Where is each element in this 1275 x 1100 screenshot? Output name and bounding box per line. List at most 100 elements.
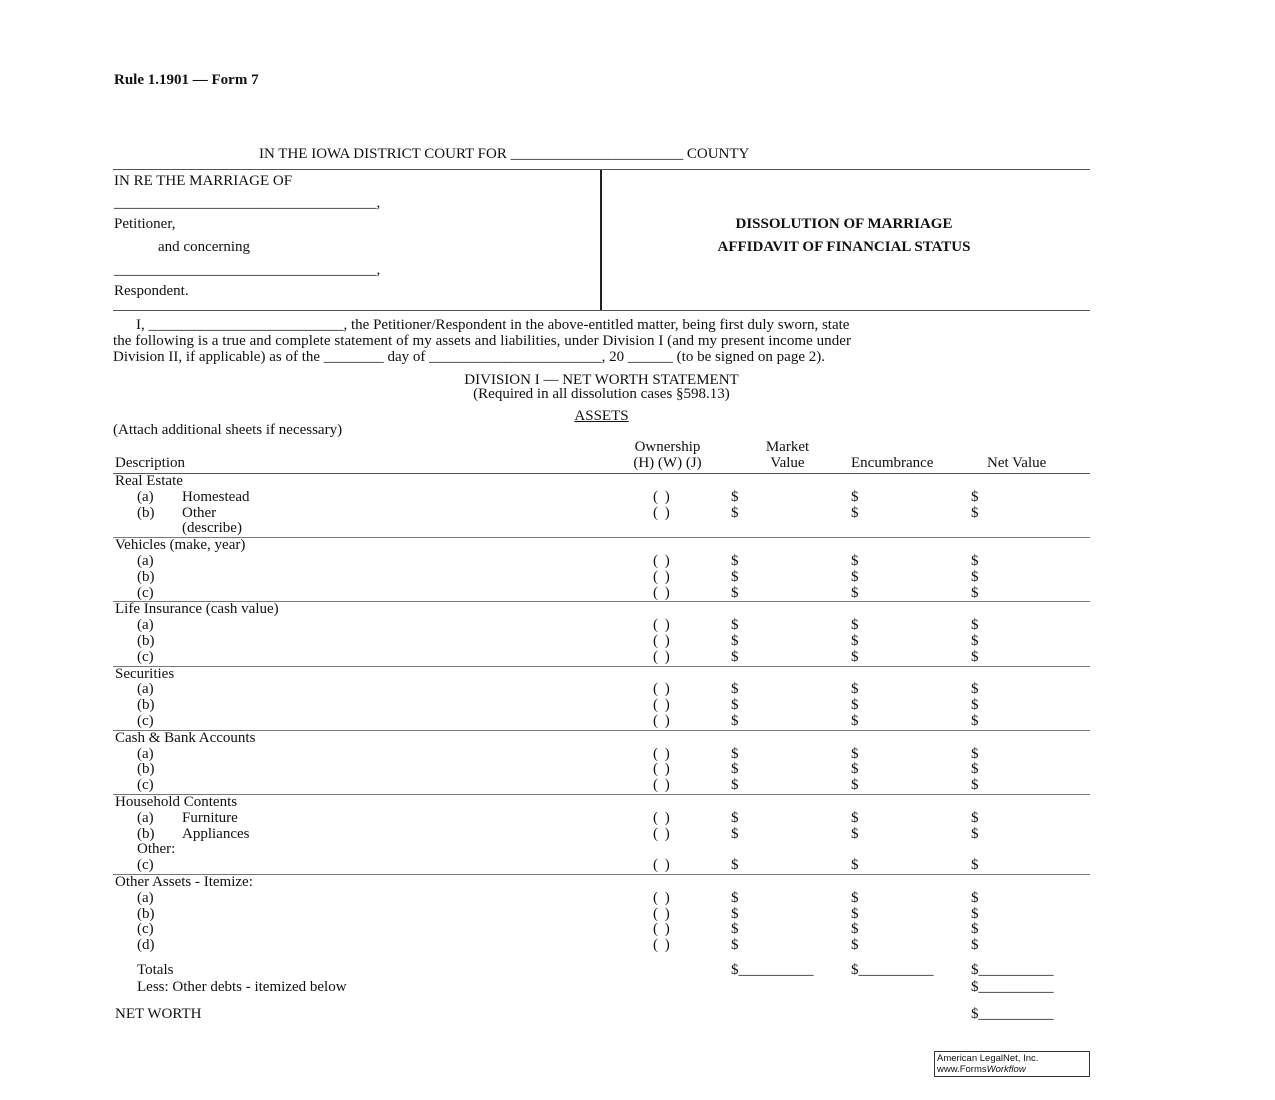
encumbrance-field[interactable]: $ bbox=[851, 761, 859, 778]
market-value-field[interactable]: $ bbox=[731, 504, 739, 521]
ownership-field[interactable]: ( ) bbox=[653, 905, 670, 922]
ownership-field[interactable]: ( ) bbox=[653, 504, 670, 521]
market-value-field[interactable]: $ bbox=[731, 777, 739, 794]
market-value-field[interactable]: $ bbox=[731, 617, 739, 634]
asset-section: Vehicles (make, year) (a) ( ) $ $ $ (b) ( ) … bbox=[113, 537, 1090, 603]
net-worth-blank[interactable]: $__________ bbox=[971, 1006, 1054, 1022]
asset-row: (a) ( ) $ $ $ bbox=[113, 682, 1090, 698]
encumbrance-field[interactable]: $ bbox=[851, 937, 859, 954]
encumbrance-field[interactable]: $ bbox=[851, 745, 859, 762]
net-value-field[interactable]: $ bbox=[971, 905, 979, 922]
encumbrance-field[interactable]: $ bbox=[851, 584, 859, 601]
encumbrance-field[interactable]: $ bbox=[851, 504, 859, 521]
net-value-field[interactable]: $ bbox=[971, 921, 979, 938]
in-re-label: IN RE THE MARRIAGE OF bbox=[114, 173, 293, 189]
net-value-field[interactable]: $ bbox=[971, 809, 979, 826]
total-encumbrance-blank[interactable]: $__________ bbox=[851, 962, 934, 978]
market-value-field[interactable]: $ bbox=[731, 921, 739, 938]
market-value-field[interactable]: $ bbox=[731, 761, 739, 778]
total-market-blank[interactable]: $__________ bbox=[731, 962, 814, 978]
market-value-field[interactable]: $ bbox=[731, 568, 739, 585]
market-value-field[interactable]: $ bbox=[731, 857, 739, 874]
ownership-field[interactable]: ( ) bbox=[653, 568, 670, 585]
net-value-field[interactable]: $ bbox=[971, 488, 979, 505]
net-value-field[interactable]: $ bbox=[971, 584, 979, 601]
total-net-blank[interactable]: $__________ bbox=[971, 962, 1054, 978]
asset-row: (describe) bbox=[113, 521, 1090, 537]
ownership-field[interactable]: ( ) bbox=[653, 745, 670, 762]
oath-line-1: I, __________________________, the Petit… bbox=[136, 317, 850, 333]
ownership-field[interactable]: ( ) bbox=[653, 617, 670, 634]
net-value-field[interactable]: $ bbox=[971, 857, 979, 874]
encumbrance-field[interactable]: $ bbox=[851, 697, 859, 714]
ownership-field[interactable]: ( ) bbox=[653, 825, 670, 842]
market-value-field[interactable]: $ bbox=[731, 552, 739, 569]
net-value-field[interactable]: $ bbox=[971, 777, 979, 794]
market-value-field[interactable]: $ bbox=[731, 937, 739, 954]
encumbrance-field[interactable]: $ bbox=[851, 488, 859, 505]
ownership-field[interactable]: ( ) bbox=[653, 937, 670, 954]
market-value-field[interactable]: $ bbox=[731, 889, 739, 906]
encumbrance-field[interactable]: $ bbox=[851, 809, 859, 826]
encumbrance-field[interactable]: $ bbox=[851, 681, 859, 698]
ownership-field[interactable]: ( ) bbox=[653, 761, 670, 778]
net-value-field[interactable]: $ bbox=[971, 761, 979, 778]
encumbrance-field[interactable]: $ bbox=[851, 889, 859, 906]
market-value-field[interactable]: $ bbox=[731, 712, 739, 729]
ownership-field[interactable]: ( ) bbox=[653, 921, 670, 938]
ownership-field[interactable]: ( ) bbox=[653, 584, 670, 601]
ownership-field[interactable]: ( ) bbox=[653, 648, 670, 665]
ownership-field[interactable]: ( ) bbox=[653, 889, 670, 906]
encumbrance-field[interactable]: $ bbox=[851, 905, 859, 922]
market-value-field[interactable]: $ bbox=[731, 825, 739, 842]
net-value-field[interactable]: $ bbox=[971, 648, 979, 665]
net-value-field[interactable]: $ bbox=[971, 617, 979, 634]
ownership-field[interactable]: ( ) bbox=[653, 697, 670, 714]
less-debts-blank[interactable]: $__________ bbox=[971, 979, 1054, 995]
market-value-field[interactable]: $ bbox=[731, 648, 739, 665]
form-title-2: AFFIDAVIT OF FINANCIAL STATUS bbox=[717, 239, 971, 255]
net-value-field[interactable]: $ bbox=[971, 504, 979, 521]
encumbrance-field[interactable]: $ bbox=[851, 777, 859, 794]
market-value-field[interactable]: $ bbox=[731, 809, 739, 826]
encumbrance-field[interactable]: $ bbox=[851, 825, 859, 842]
net-value-field[interactable]: $ bbox=[971, 552, 979, 569]
ownership-field[interactable]: ( ) bbox=[653, 552, 670, 569]
net-value-field[interactable]: $ bbox=[971, 712, 979, 729]
attach-note: (Attach additional sheets if necessary) bbox=[113, 422, 343, 438]
ownership-field[interactable]: ( ) bbox=[653, 712, 670, 729]
encumbrance-field[interactable]: $ bbox=[851, 857, 859, 874]
net-value-field[interactable]: $ bbox=[971, 825, 979, 842]
net-value-field[interactable]: $ bbox=[971, 937, 979, 954]
encumbrance-field[interactable]: $ bbox=[851, 921, 859, 938]
net-value-field[interactable]: $ bbox=[971, 568, 979, 585]
row-letter: (a) bbox=[137, 889, 154, 906]
encumbrance-field[interactable]: $ bbox=[851, 632, 859, 649]
net-value-field[interactable]: $ bbox=[971, 745, 979, 762]
assets-heading: ASSETS bbox=[574, 408, 629, 424]
market-value-field[interactable]: $ bbox=[731, 697, 739, 714]
net-value-field[interactable]: $ bbox=[971, 697, 979, 714]
ownership-field[interactable]: ( ) bbox=[653, 488, 670, 505]
ownership-field[interactable]: ( ) bbox=[653, 681, 670, 698]
encumbrance-field[interactable]: $ bbox=[851, 712, 859, 729]
oath-line-3: Division II, if applicable) as of the __… bbox=[113, 349, 825, 365]
encumbrance-field[interactable]: $ bbox=[851, 617, 859, 634]
market-value-field[interactable]: $ bbox=[731, 488, 739, 505]
net-value-field[interactable]: $ bbox=[971, 889, 979, 906]
market-value-field[interactable]: $ bbox=[731, 745, 739, 762]
ownership-field[interactable]: ( ) bbox=[653, 809, 670, 826]
net-value-field[interactable]: $ bbox=[971, 681, 979, 698]
market-value-field[interactable]: $ bbox=[731, 681, 739, 698]
encumbrance-field[interactable]: $ bbox=[851, 648, 859, 665]
ownership-field[interactable]: ( ) bbox=[653, 857, 670, 874]
market-value-field[interactable]: $ bbox=[731, 584, 739, 601]
ownership-field[interactable]: ( ) bbox=[653, 632, 670, 649]
ownership-field[interactable]: ( ) bbox=[653, 777, 670, 794]
encumbrance-field[interactable]: $ bbox=[851, 552, 859, 569]
net-value-field[interactable]: $ bbox=[971, 632, 979, 649]
market-value-field[interactable]: $ bbox=[731, 905, 739, 922]
market-value-field[interactable]: $ bbox=[731, 632, 739, 649]
encumbrance-field[interactable]: $ bbox=[851, 568, 859, 585]
